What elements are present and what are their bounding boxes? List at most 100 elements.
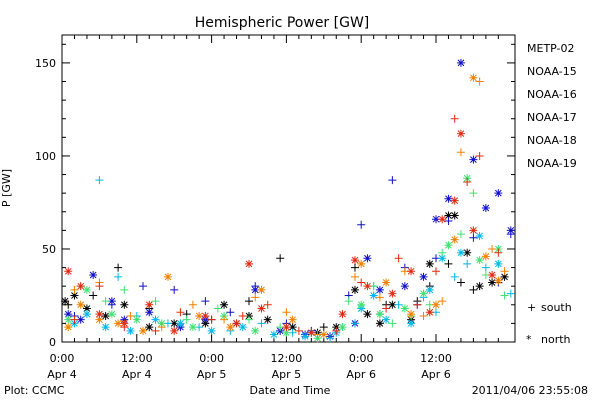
north-point xyxy=(139,326,148,335)
south-point xyxy=(139,282,148,291)
north-point xyxy=(163,272,172,281)
y-tick-label: 150 xyxy=(35,57,56,70)
north-point xyxy=(357,300,366,309)
south-point xyxy=(444,259,453,268)
y-tick-label: 100 xyxy=(35,150,56,163)
south-point xyxy=(456,148,465,157)
south-point xyxy=(201,297,210,306)
south-point xyxy=(126,311,135,320)
north-point xyxy=(432,300,440,309)
north-point xyxy=(61,297,70,306)
south-point xyxy=(114,272,123,281)
south-point xyxy=(263,300,272,309)
north-point xyxy=(375,310,384,319)
south-point xyxy=(245,297,253,306)
north-point xyxy=(132,315,141,324)
south-point xyxy=(463,259,472,268)
north-point xyxy=(64,267,73,276)
north-point xyxy=(245,259,253,268)
x-tick-time-label: 0:00 xyxy=(199,352,224,365)
south-point xyxy=(456,230,465,239)
north-point xyxy=(64,315,73,324)
north-point xyxy=(494,276,503,285)
south-point xyxy=(475,77,484,86)
north-point xyxy=(301,332,310,341)
south-point xyxy=(251,293,260,302)
north-point xyxy=(76,315,85,324)
south-point xyxy=(388,319,397,328)
north-point xyxy=(375,319,384,328)
north-point xyxy=(195,311,204,320)
legend-entry: METP-02 xyxy=(527,42,575,55)
south-point xyxy=(413,300,422,309)
north-point xyxy=(114,319,123,328)
series-noaa-19 xyxy=(64,114,503,337)
north-point xyxy=(363,310,372,319)
north-point xyxy=(463,248,472,257)
south-point xyxy=(375,293,384,302)
north-point xyxy=(251,285,260,294)
north-point xyxy=(95,310,104,319)
south-point xyxy=(170,285,179,294)
south-point xyxy=(350,272,359,281)
south-point xyxy=(463,177,472,186)
north-point xyxy=(382,315,391,324)
north-point xyxy=(89,271,98,280)
legend-entry: NOAA-18 xyxy=(527,134,577,147)
y-axis: 0 50 100 150 xyxy=(35,43,515,349)
north-point xyxy=(494,189,503,198)
north-point xyxy=(357,259,366,268)
north-point xyxy=(506,226,515,235)
north-point xyxy=(170,319,179,328)
north-point xyxy=(282,328,291,337)
plot-frame xyxy=(61,34,516,343)
legend-entry: NOAA-16 xyxy=(527,88,577,101)
x-tick-time-label: 12:00 xyxy=(121,352,153,365)
south-point xyxy=(276,254,285,263)
north-point xyxy=(70,291,79,300)
south-point xyxy=(469,233,478,242)
north-point xyxy=(456,129,465,138)
north-point xyxy=(407,310,416,319)
south-point xyxy=(101,297,110,306)
south-point xyxy=(120,285,129,294)
south-point xyxy=(444,217,453,226)
north-point xyxy=(251,326,260,335)
y-tick-label: 50 xyxy=(42,243,56,256)
north-point xyxy=(319,330,328,339)
north-point xyxy=(64,323,73,332)
south-point xyxy=(294,326,303,335)
x-axis: 0:00 Apr 4 12:00 Apr 4 0:00 Apr 5 12:00 Apr 5 0:… xyxy=(47,35,499,381)
north-point xyxy=(456,248,465,257)
north-point xyxy=(494,259,503,268)
north-point xyxy=(350,285,359,294)
legend-entry: NOAA-17 xyxy=(527,111,577,124)
south-point xyxy=(332,326,341,335)
north-point xyxy=(444,211,453,220)
south-point xyxy=(357,278,366,287)
north-point xyxy=(369,291,378,300)
north-point xyxy=(101,323,110,332)
north-point xyxy=(425,308,434,317)
south-point xyxy=(151,297,160,306)
north-point xyxy=(488,278,497,287)
marker-key: + south * north xyxy=(526,301,572,346)
north-point xyxy=(145,323,154,332)
chart-title: Hemispheric Power [GW] xyxy=(195,15,370,31)
legend: METP-02 NOAA-15 NOAA-16 NOAA-17 NOAA-18 NOAA-… xyxy=(527,42,577,170)
south-point xyxy=(350,319,359,328)
north-point xyxy=(419,272,428,281)
south-point xyxy=(114,263,123,272)
north-point xyxy=(220,300,229,309)
north-point xyxy=(350,256,359,265)
south-point xyxy=(357,220,366,229)
north-point xyxy=(145,308,154,317)
series-noaa-15 xyxy=(64,58,515,341)
x-axis-label: Date and Time xyxy=(250,384,331,397)
north-point xyxy=(400,282,409,291)
north-point xyxy=(338,310,347,319)
north-point xyxy=(363,282,372,291)
south-point xyxy=(438,297,447,306)
series-metp-02 xyxy=(61,211,509,337)
